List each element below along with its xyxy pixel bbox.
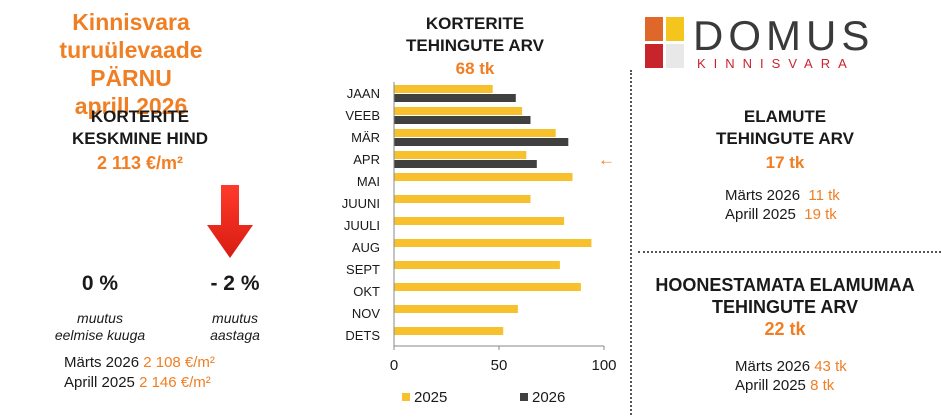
compare-value: 8 tk <box>810 377 835 394</box>
compare-label: Aprill 2025 <box>735 377 806 394</box>
houses-compare-march: Märts 2026 11 tk <box>725 186 840 205</box>
apartments-value: 68 tk <box>455 59 495 78</box>
compare-value: 2 146 €/m² <box>139 374 211 391</box>
legend-swatch-2025 <box>402 393 410 401</box>
category-label-9: OKT <box>353 284 380 299</box>
bar-2025-SEPT <box>394 261 560 269</box>
houses-title-line1: ELAMUTE <box>743 107 827 126</box>
bar-2026-JAAN <box>394 94 516 102</box>
bar-2025-NOV <box>394 305 518 313</box>
x-tick-label-1: 50 <box>491 357 508 374</box>
land-compare-march: Märts 2026 43 tk <box>735 357 847 376</box>
compare-label: Märts 2026 <box>725 187 801 204</box>
apartments-title: KORTERITE TEHINGUTE ARV <box>370 13 580 57</box>
bar-2025-JUUNI <box>394 195 531 203</box>
logo-mark-icon <box>645 17 684 68</box>
compare-label: Aprill 2025 <box>725 206 796 223</box>
change-month-label-line1: muutus <box>77 310 123 326</box>
report-title: Kinnisvara turuülevaade PÄRNU aprill 202… <box>0 8 262 120</box>
land-title-line2: TEHINGUTE ARV <box>711 297 858 317</box>
avg-price-compare-april: Aprill 2025 2 146 €/m² <box>64 373 211 392</box>
bar-2025-AUG <box>394 239 592 247</box>
avg-price-title: KORTERITE KESKMINE HIND <box>30 106 250 150</box>
land-value: 22 tk <box>764 319 806 339</box>
category-label-2: MÄR <box>351 130 380 145</box>
x-tick-label-2: 100 <box>591 357 616 374</box>
report-title-period: aprill 2026 <box>74 93 188 119</box>
apartments-title-line1: KORTERITE <box>425 14 525 33</box>
bar-2026-APR <box>394 160 537 168</box>
report-title-city: PÄRNU <box>90 65 172 91</box>
category-label-1: VEEB <box>345 108 380 123</box>
down-arrow-icon <box>207 185 253 258</box>
houses-title-line2: TEHINGUTE ARV <box>716 129 854 148</box>
bar-2025-DETS <box>394 327 504 335</box>
category-label-6: JUULI <box>344 218 380 233</box>
change-month-value: 0 % <box>81 272 119 295</box>
houses-title: ELAMUTE TEHINGUTE ARV <box>650 106 920 150</box>
logo-subtitle: KINNISVARA <box>697 56 855 71</box>
category-label-7: AUG <box>352 240 380 255</box>
change-year-label-line1: muutus <box>212 310 258 326</box>
change-month-label-line2: eelmise kuuga <box>54 327 146 343</box>
category-label-10: NOV <box>352 306 381 321</box>
change-year-label: muutus aastaga <box>185 310 285 344</box>
bar-2025-OKT <box>394 283 581 291</box>
legend-label-2026: 2026 <box>532 389 565 406</box>
bar-2025-APR <box>394 151 527 159</box>
bar-2026-MÄR <box>394 138 569 146</box>
category-label-8: SEPT <box>346 262 380 277</box>
category-label-3: APR <box>353 152 380 167</box>
compare-value: 19 tk <box>804 206 837 223</box>
land-title: HOONESTAMATA ELAMUMAA TEHINGUTE ARV <box>640 274 930 318</box>
avg-price-compare-march: Märts 2026 2 108 €/m² <box>64 353 215 372</box>
compare-value: 43 tk <box>814 358 847 375</box>
vertical-divider <box>630 70 632 415</box>
apartments-title-line2: TEHINGUTE ARV <box>406 36 544 55</box>
legend-label-2025: 2025 <box>414 389 447 406</box>
bar-2026-VEEB <box>394 116 531 124</box>
compare-label: Aprill 2025 <box>64 374 135 391</box>
avg-price-title-line1: KORTERITE <box>90 107 190 126</box>
marker-arrow-icon: ← <box>598 150 615 169</box>
category-label-5: JUUNI <box>342 196 380 211</box>
bar-2025-MAI <box>394 173 573 181</box>
domus-logo: DOMUS KINNISVARA <box>645 12 935 75</box>
apartments-bar-chart: JAAN VEEB MÄR APR ← MAI JUUNI JUULI AUG SEPT OKT NO… <box>342 82 617 406</box>
bar-2025-VEEB <box>394 107 523 115</box>
compare-value: 2 108 €/m² <box>143 354 215 371</box>
bar-2025-JUULI <box>394 217 565 225</box>
x-tick-label-0: 0 <box>390 357 398 374</box>
change-year-value: - 2 % <box>210 272 260 295</box>
avg-price-title-line2: KESKMINE HIND <box>71 129 208 148</box>
bar-2025-MÄR <box>394 129 556 137</box>
change-year-label-line2: aastaga <box>210 327 260 343</box>
compare-label: Märts 2026 <box>735 358 811 375</box>
compare-value: 11 tk <box>808 187 840 204</box>
land-compare-april: Aprill 2025 8 tk <box>735 376 834 395</box>
legend-swatch-2026 <box>520 393 528 401</box>
category-label-4: MAI <box>357 174 380 189</box>
avg-price-value: 2 113 €/m² <box>96 153 184 173</box>
report-title-line1: Kinnisvara turuülevaade <box>59 9 203 63</box>
logo-name: DOMUS <box>693 12 875 59</box>
category-label-11: DETS <box>345 328 380 343</box>
compare-label: Märts 2026 <box>64 354 140 371</box>
houses-value: 17 tk <box>765 153 805 172</box>
land-title-line1: HOONESTAMATA ELAMUMAA <box>655 275 915 295</box>
change-month-label: muutus eelmise kuuga <box>45 310 155 344</box>
houses-compare-april: Aprill 2025 19 tk <box>725 205 837 224</box>
bar-2025-JAAN <box>394 85 493 93</box>
horizontal-divider <box>638 251 941 253</box>
category-label-0: JAAN <box>347 86 380 101</box>
